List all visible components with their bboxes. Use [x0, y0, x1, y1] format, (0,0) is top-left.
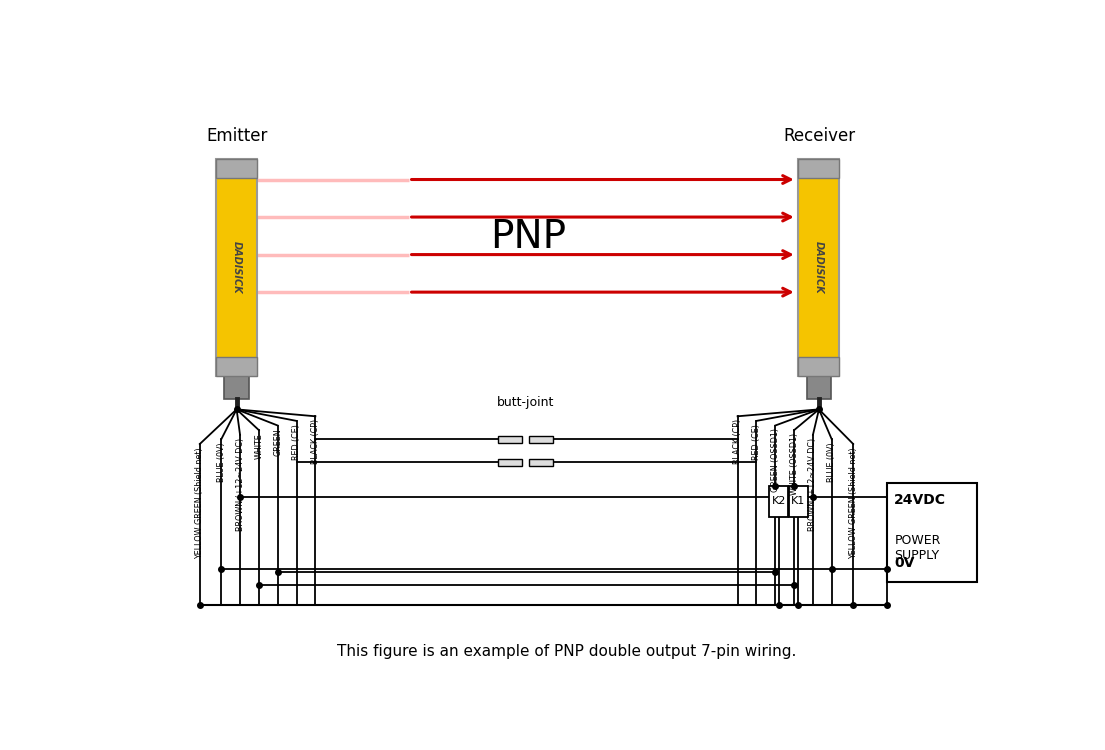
Text: POWER: POWER — [894, 534, 940, 547]
Text: BLACK (CP): BLACK (CP) — [733, 419, 743, 464]
Bar — [799, 159, 840, 178]
Text: butt-joint: butt-joint — [496, 396, 554, 409]
Text: BLUE (0V): BLUE (0V) — [828, 442, 836, 482]
Bar — [497, 459, 522, 466]
Bar — [789, 485, 808, 518]
Text: RED (CE): RED (CE) — [751, 424, 761, 460]
Text: PNP: PNP — [490, 218, 566, 256]
Text: BROWN (+12~24V DC): BROWN (+12~24V DC) — [235, 438, 244, 531]
Text: 24VDC: 24VDC — [894, 493, 946, 507]
Bar — [217, 159, 257, 376]
Text: This figure is an example of PNP double output 7-pin wiring.: This figure is an example of PNP double … — [337, 644, 796, 658]
Bar — [528, 436, 552, 443]
Bar — [224, 376, 249, 399]
Text: RED (CE): RED (CE) — [292, 424, 301, 460]
Text: GREEN (OSSD1): GREEN (OSSD1) — [771, 428, 780, 493]
Bar — [799, 358, 840, 376]
Text: DADISICK: DADISICK — [232, 242, 242, 294]
Text: Receiver: Receiver — [782, 127, 855, 145]
Bar — [799, 159, 840, 376]
Text: BLACK (CP): BLACK (CP) — [311, 419, 319, 464]
Bar — [528, 459, 552, 466]
Bar — [217, 358, 257, 376]
Text: SUPPLY: SUPPLY — [894, 549, 939, 562]
Text: K1: K1 — [791, 496, 806, 506]
Text: YELLOW GREEN (Shield net): YELLOW GREEN (Shield net) — [849, 447, 857, 559]
Text: BROWN (+12~24V DC): BROWN (+12~24V DC) — [809, 438, 818, 531]
Text: Emitter: Emitter — [206, 127, 267, 145]
Text: K2: K2 — [771, 496, 786, 506]
Bar — [769, 485, 788, 518]
Text: WHITE: WHITE — [254, 433, 263, 459]
Bar — [807, 376, 831, 399]
Bar — [887, 483, 977, 582]
Text: BLUE (0V): BLUE (0V) — [217, 442, 225, 482]
Text: WHITE (OSSD1): WHITE (OSSD1) — [790, 433, 799, 495]
Text: DADISICK: DADISICK — [814, 242, 824, 294]
Bar — [217, 159, 257, 178]
Text: 0V: 0V — [894, 556, 915, 571]
Bar — [497, 436, 522, 443]
Text: YELLOW GREEN (Shield net): YELLOW GREEN (Shield net) — [196, 447, 204, 559]
Text: GREEN: GREEN — [273, 428, 282, 456]
